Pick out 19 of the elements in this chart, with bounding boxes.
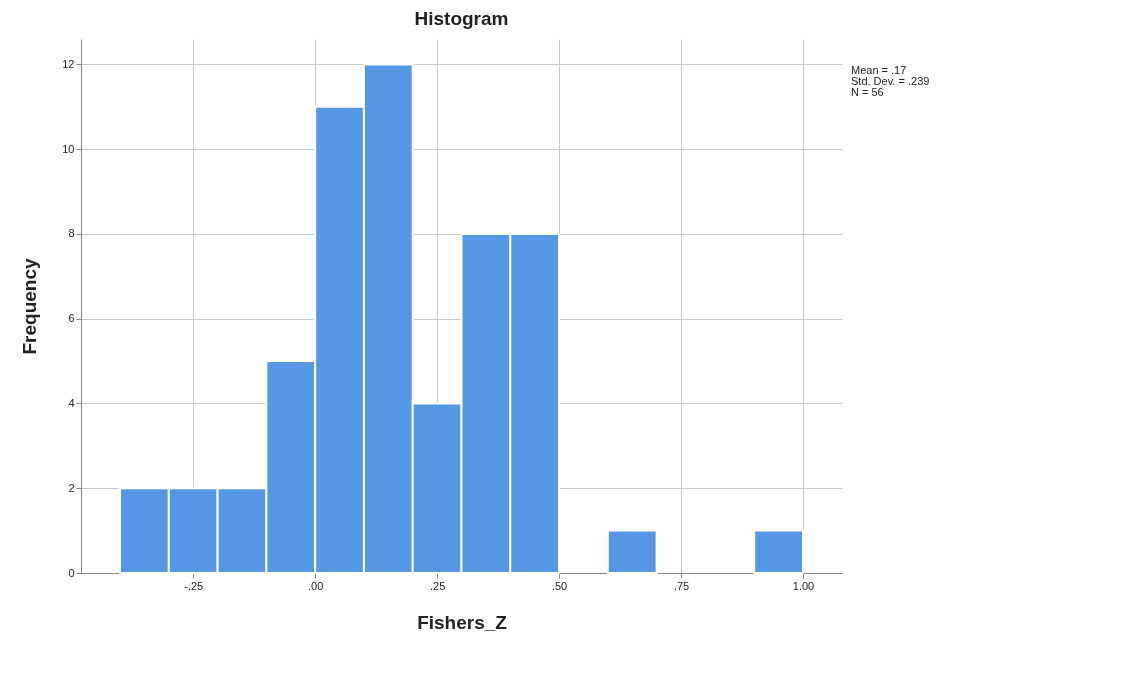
y-tick-label: 2: [68, 481, 75, 494]
y-tick-label: 4: [68, 396, 75, 409]
x-axis-title: Fishers_Z: [417, 611, 508, 633]
x-tick-label: .75: [673, 579, 690, 592]
x-tick-label: 1.00: [792, 579, 815, 592]
x-tick-label: .00: [308, 579, 324, 592]
y-tick-label: 10: [62, 142, 75, 155]
y-tick-label: 6: [68, 312, 75, 325]
text: Std. Dev. = .239: [851, 75, 930, 87]
y-tick-label: 0: [68, 566, 75, 579]
x-tick-label: .50: [551, 579, 568, 592]
y-tick-label: 8: [68, 227, 75, 240]
y-axis-title: Frequency: [19, 258, 41, 355]
chart-title: Histogram: [414, 8, 509, 29]
x-tick-label: -.25: [184, 579, 204, 592]
x-tick-label: .25: [429, 579, 446, 592]
y-tick-label: 12: [62, 57, 75, 70]
text: N = 56: [851, 86, 884, 98]
text: Mean = .17: [851, 64, 907, 76]
